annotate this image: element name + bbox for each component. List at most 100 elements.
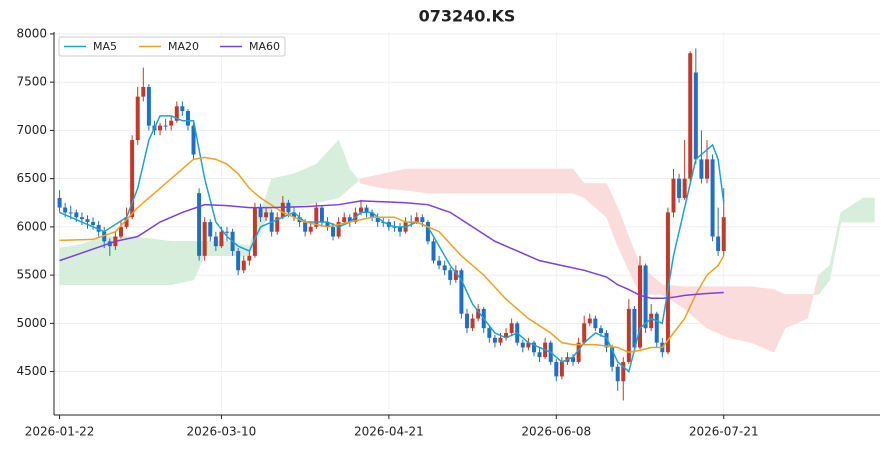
candle-body <box>531 342 536 353</box>
candle-body <box>649 313 654 329</box>
candle-body <box>610 347 615 367</box>
candle-body <box>465 313 469 329</box>
cloud-segment <box>59 243 83 286</box>
candle-body <box>158 125 163 131</box>
y-tick-label: 6000 <box>16 219 47 233</box>
candle-body <box>364 207 369 213</box>
candle-body <box>325 222 330 227</box>
legend: MA5 MA20 MA60 <box>58 36 286 57</box>
candle-body <box>74 212 79 218</box>
candle-body <box>582 323 587 343</box>
candle-body <box>185 111 190 126</box>
candle-body <box>688 53 693 179</box>
cloud-segment <box>818 264 831 296</box>
cloud-segment <box>606 183 618 247</box>
candle-body <box>442 265 447 271</box>
candle-body <box>699 159 704 179</box>
candle-body <box>331 226 336 237</box>
candle-body <box>425 222 430 242</box>
candle-body <box>559 361 564 377</box>
candle-body <box>604 332 609 348</box>
legend-label: MA20 <box>168 40 199 53</box>
candle-body <box>682 178 687 198</box>
candle-body <box>96 224 101 232</box>
cloud-segment <box>427 168 451 194</box>
cloud-segment <box>807 275 819 319</box>
ma-line <box>59 200 724 300</box>
y-tick-label: 7500 <box>16 75 47 89</box>
cloud-segment <box>293 163 317 208</box>
candle-body <box>102 231 107 242</box>
cloud-segment <box>360 173 384 189</box>
candle-body <box>420 217 425 223</box>
cloud-segment <box>148 238 172 286</box>
candle-body <box>280 202 285 218</box>
candle-body <box>57 197 62 208</box>
candle-body <box>163 125 168 127</box>
candle-body <box>571 357 576 362</box>
candle-body <box>208 222 213 237</box>
candle-body <box>476 308 481 319</box>
candle-body <box>236 250 241 271</box>
candle-body <box>487 328 492 338</box>
candle-body <box>225 231 230 233</box>
candle-body <box>693 72 698 160</box>
candle-body <box>710 159 715 237</box>
candle-body <box>174 106 179 121</box>
candle-body <box>130 140 135 218</box>
y-tick-label: 4500 <box>16 364 47 378</box>
candle-body <box>219 231 224 247</box>
cloud-segment <box>829 212 842 280</box>
y-tick-label: 5000 <box>16 316 47 330</box>
candle-body <box>202 222 207 256</box>
candle-body <box>576 342 581 362</box>
candle-body <box>180 106 185 112</box>
candle-body <box>118 226 123 237</box>
candle-body <box>671 178 676 213</box>
candle-body <box>68 212 73 214</box>
candle-body <box>247 255 252 261</box>
candle-body <box>241 260 246 271</box>
candle-body <box>85 219 90 223</box>
candle-body <box>615 366 620 382</box>
legend-label: MA60 <box>249 40 280 53</box>
candle-body <box>654 313 659 343</box>
candle-body <box>431 241 436 261</box>
cloud-segment <box>751 286 775 353</box>
candle-body <box>504 332 509 338</box>
y-tick-label: 6500 <box>16 171 47 185</box>
candle-body <box>213 236 218 247</box>
x-tick-label: 2026-06-08 <box>521 425 591 439</box>
candle-body <box>252 207 257 256</box>
legend-box <box>58 36 286 57</box>
candle-body <box>453 270 458 280</box>
candle-body <box>169 120 174 126</box>
candle-body <box>358 207 363 213</box>
cloud-segment <box>840 197 864 223</box>
y-tick-label: 8000 <box>16 26 47 40</box>
candle-body <box>303 222 308 232</box>
candle-body <box>632 308 637 348</box>
cloud-segment <box>639 264 663 295</box>
candle-body <box>375 217 380 223</box>
cloud-segment <box>472 168 507 194</box>
ma-line <box>59 156 725 354</box>
candle-body <box>526 342 531 348</box>
candle-body <box>91 222 96 225</box>
y-tick-label: 5500 <box>16 268 47 282</box>
candle-body <box>721 217 726 251</box>
candle-body <box>716 236 721 251</box>
cloud-segment <box>729 286 752 343</box>
cloud-segment <box>863 197 875 223</box>
candle-body <box>275 217 280 232</box>
candle-body <box>370 212 375 218</box>
candle-body <box>554 361 559 377</box>
cloud-segment <box>316 139 339 204</box>
candle-body <box>347 217 352 223</box>
candle-body <box>537 352 542 358</box>
y-tick-label: 7000 <box>16 123 47 137</box>
cloud-segment <box>706 286 730 339</box>
candle-body <box>448 270 453 280</box>
candle-body <box>197 193 202 256</box>
candle-body <box>593 318 598 329</box>
